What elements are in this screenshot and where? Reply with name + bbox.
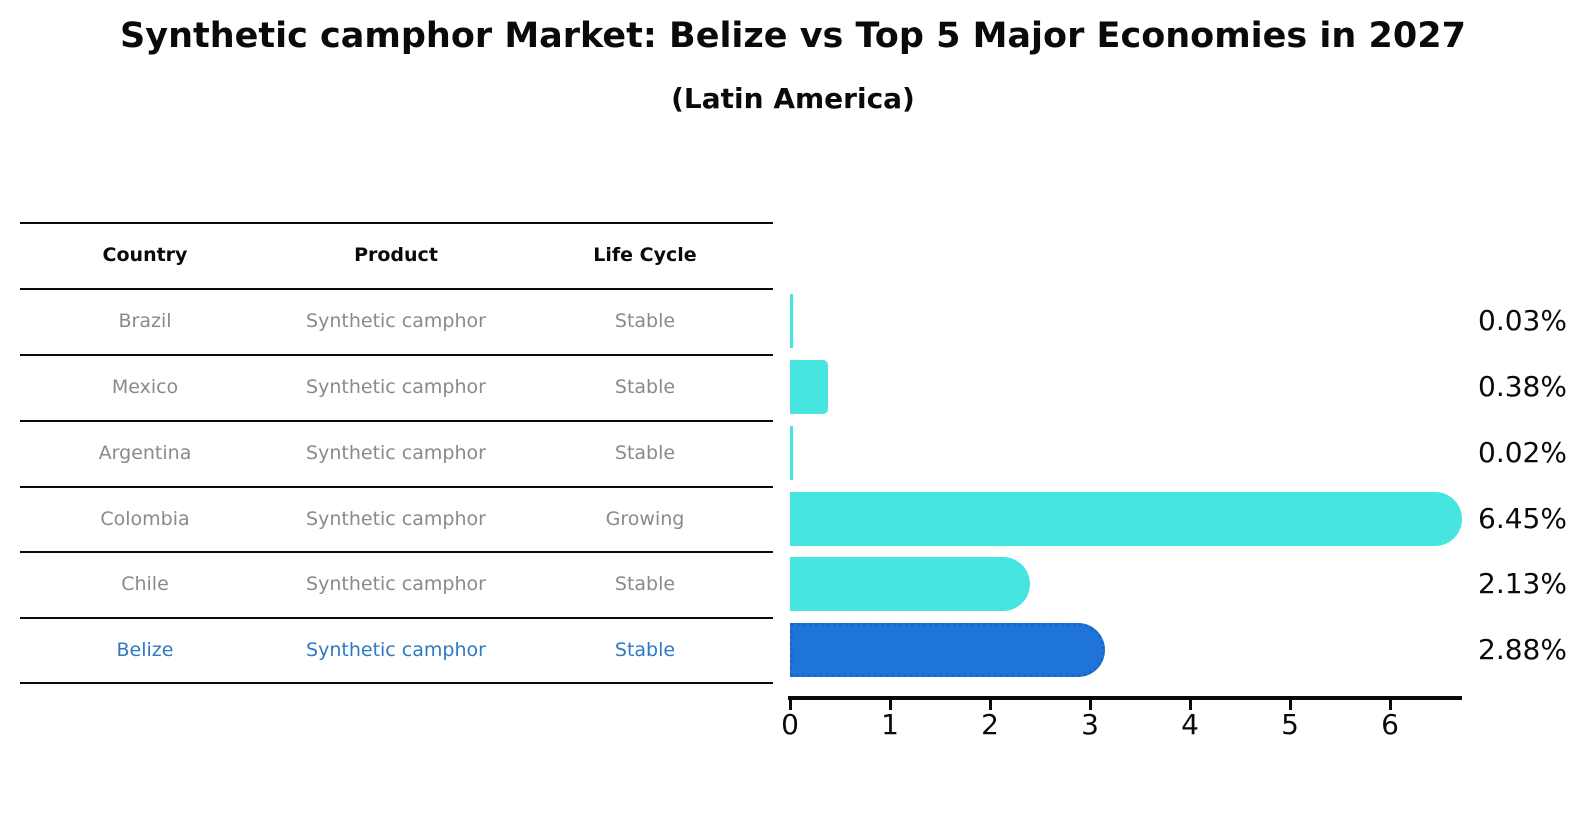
bar (790, 557, 1030, 611)
table-rule-line (20, 420, 773, 422)
x-tick-mark (788, 700, 792, 710)
table-cell-country: Brazil (118, 310, 172, 332)
table-cell-country: Chile (121, 573, 169, 595)
x-tick-mark (1388, 700, 1392, 710)
x-axis-line (788, 696, 1462, 700)
value-label: 0.38% (1478, 370, 1567, 403)
table-cell-country: Argentina (98, 442, 192, 464)
table-rule-line (20, 682, 773, 684)
chart-subtitle: (Latin America) (671, 82, 915, 115)
column-header: Product (354, 244, 438, 266)
column-header: Country (102, 244, 188, 266)
value-label: 6.45% (1478, 501, 1567, 535)
chart-title: Synthetic camphor Market: Belize vs Top … (120, 16, 1466, 56)
x-tick-label: 0 (781, 708, 799, 741)
table-cell-country: Colombia (100, 507, 190, 530)
column-header: Life Cycle (593, 244, 697, 266)
x-tick-mark (1088, 700, 1092, 710)
x-tick-label: 2 (981, 708, 999, 741)
table-cell-life_cycle: Growing (605, 507, 685, 530)
table-cell-product: Synthetic camphor (306, 638, 486, 661)
x-tick-label: 3 (1081, 708, 1099, 741)
table-cell-product: Synthetic camphor (306, 573, 486, 595)
table-cell-country: Mexico (111, 376, 179, 398)
table-cell-life_cycle: Stable (614, 638, 676, 661)
table-rule-line (20, 551, 773, 553)
table-rule-line (20, 617, 773, 619)
table-cell-life_cycle: Stable (614, 573, 676, 595)
table-rule-line (20, 354, 773, 356)
value-label: 0.03% (1478, 304, 1567, 337)
x-tick-label: 6 (1381, 708, 1399, 741)
bar (790, 294, 793, 348)
table-cell-product: Synthetic camphor (306, 507, 486, 530)
table-rule-line (20, 486, 773, 488)
x-tick-mark (1188, 700, 1192, 710)
value-label: 2.13% (1478, 567, 1567, 600)
table-rule-line (20, 288, 773, 290)
bar (790, 360, 828, 414)
x-tick-label: 4 (1181, 708, 1199, 741)
table-rule-line (20, 222, 773, 224)
table-cell-life_cycle: Stable (614, 442, 676, 464)
bar-highlighted (790, 622, 1105, 677)
value-label: 0.02% (1478, 436, 1567, 469)
x-tick-mark (988, 700, 992, 710)
table-cell-life_cycle: Stable (614, 376, 676, 398)
x-tick-mark (1288, 700, 1292, 710)
x-tick-label: 5 (1281, 708, 1299, 741)
table-cell-product: Synthetic camphor (306, 376, 486, 398)
table-cell-life_cycle: Stable (614, 310, 676, 332)
x-tick-mark (888, 700, 892, 710)
table-cell-product: Synthetic camphor (306, 442, 486, 464)
bar (790, 426, 793, 480)
bar (790, 491, 1462, 546)
value-label: 2.88% (1478, 632, 1567, 666)
x-tick-label: 1 (881, 708, 899, 741)
table-cell-product: Synthetic camphor (306, 310, 486, 332)
table-cell-country: Belize (116, 638, 174, 661)
